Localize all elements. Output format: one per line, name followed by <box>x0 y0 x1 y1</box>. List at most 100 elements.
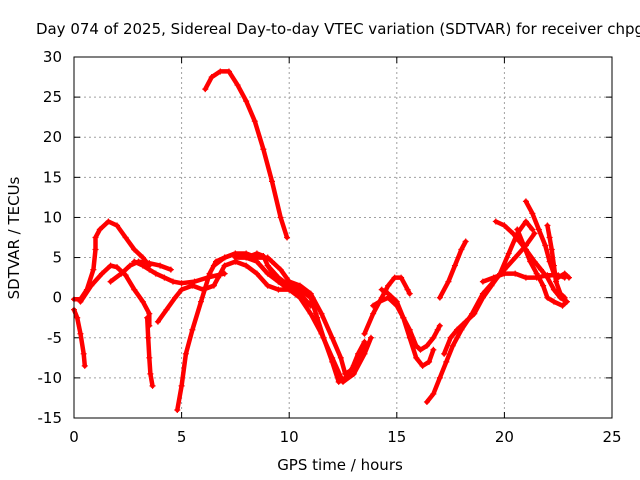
x-axis-label: GPS time / hours <box>277 456 403 474</box>
y-tick-label: -5 <box>47 329 62 347</box>
data-point <box>406 334 413 341</box>
data-point <box>361 330 368 337</box>
series-layer <box>71 68 572 413</box>
data-point <box>92 246 99 253</box>
data-point <box>253 250 260 257</box>
data-point <box>548 246 555 253</box>
x-tick-label: 5 <box>177 428 187 446</box>
data-point <box>80 350 87 357</box>
data-point <box>234 82 241 89</box>
data-point <box>74 314 81 321</box>
series-line <box>132 259 227 286</box>
data-point <box>535 226 542 233</box>
data-point <box>559 302 566 309</box>
data-point <box>447 334 454 341</box>
data-point <box>178 286 185 293</box>
data-point <box>400 314 407 321</box>
data-point <box>318 310 325 317</box>
data-point <box>430 334 437 341</box>
data-point <box>122 234 129 241</box>
data-point <box>350 370 357 377</box>
data-point <box>210 282 217 289</box>
data-point <box>260 146 267 153</box>
data-point <box>152 270 159 277</box>
data-point <box>131 286 138 293</box>
data-point <box>430 346 437 353</box>
data-point <box>413 354 420 361</box>
data-point <box>490 274 497 281</box>
tick-labels: 0 5 10 15 20 25 -15 -10 -5 0 5 10 15 20 25 30 <box>38 48 622 446</box>
data-point <box>501 270 508 277</box>
data-point <box>350 362 357 369</box>
data-point <box>149 382 156 389</box>
series-arc-9 <box>202 68 291 241</box>
series-arc-19 <box>492 218 570 305</box>
y-tick-label: 25 <box>43 88 62 106</box>
data-point <box>217 68 224 75</box>
data-point <box>286 282 293 289</box>
data-point <box>189 282 196 289</box>
data-point <box>126 262 133 269</box>
data-point <box>542 242 549 249</box>
data-point <box>406 290 413 297</box>
data-point <box>243 98 250 105</box>
data-point <box>221 262 228 269</box>
data-point <box>501 222 508 229</box>
data-point <box>146 266 153 273</box>
series-line <box>370 295 443 353</box>
data-point <box>363 342 370 349</box>
data-point <box>510 230 517 237</box>
data-point <box>342 374 349 381</box>
data-point <box>544 294 551 301</box>
data-point <box>307 310 314 317</box>
x-tick-label: 20 <box>495 428 514 446</box>
data-point <box>393 298 400 305</box>
series-line <box>424 231 537 405</box>
data-point <box>90 266 97 273</box>
data-point <box>544 222 551 229</box>
data-point <box>544 272 551 279</box>
data-point <box>81 362 88 369</box>
data-point <box>445 278 452 285</box>
data-point <box>514 226 521 233</box>
data-point <box>531 230 538 237</box>
y-tick-label: 10 <box>43 208 62 226</box>
data-point <box>436 374 443 381</box>
data-point <box>540 282 547 289</box>
series-arc-22 <box>514 226 570 309</box>
data-point <box>417 346 424 353</box>
data-point <box>471 310 478 317</box>
data-point <box>423 398 430 405</box>
data-point <box>146 354 153 361</box>
data-point <box>361 338 368 345</box>
data-point <box>451 262 458 269</box>
data-point <box>370 302 377 309</box>
data-point <box>479 278 486 285</box>
data-point <box>163 306 170 313</box>
data-point <box>122 272 129 279</box>
data-point <box>436 294 443 301</box>
data-point <box>208 74 215 81</box>
data-point <box>546 234 553 241</box>
plot-frame <box>73 56 613 419</box>
data-point <box>512 270 519 277</box>
data-point <box>275 274 282 281</box>
data-point <box>307 294 314 301</box>
y-tick-label: 30 <box>43 48 62 66</box>
data-point <box>96 226 103 233</box>
data-point <box>441 350 448 357</box>
data-point <box>144 314 151 321</box>
data-point <box>264 270 271 277</box>
data-point <box>268 258 275 265</box>
series-arc-7 <box>154 258 314 325</box>
series-arc-6 <box>144 314 156 389</box>
data-point <box>357 350 364 357</box>
data-point <box>215 274 222 281</box>
data-point <box>329 358 336 365</box>
data-point <box>537 266 544 273</box>
data-point <box>139 262 146 269</box>
data-point <box>462 318 469 325</box>
data-point <box>172 294 179 301</box>
data-point <box>398 274 405 281</box>
